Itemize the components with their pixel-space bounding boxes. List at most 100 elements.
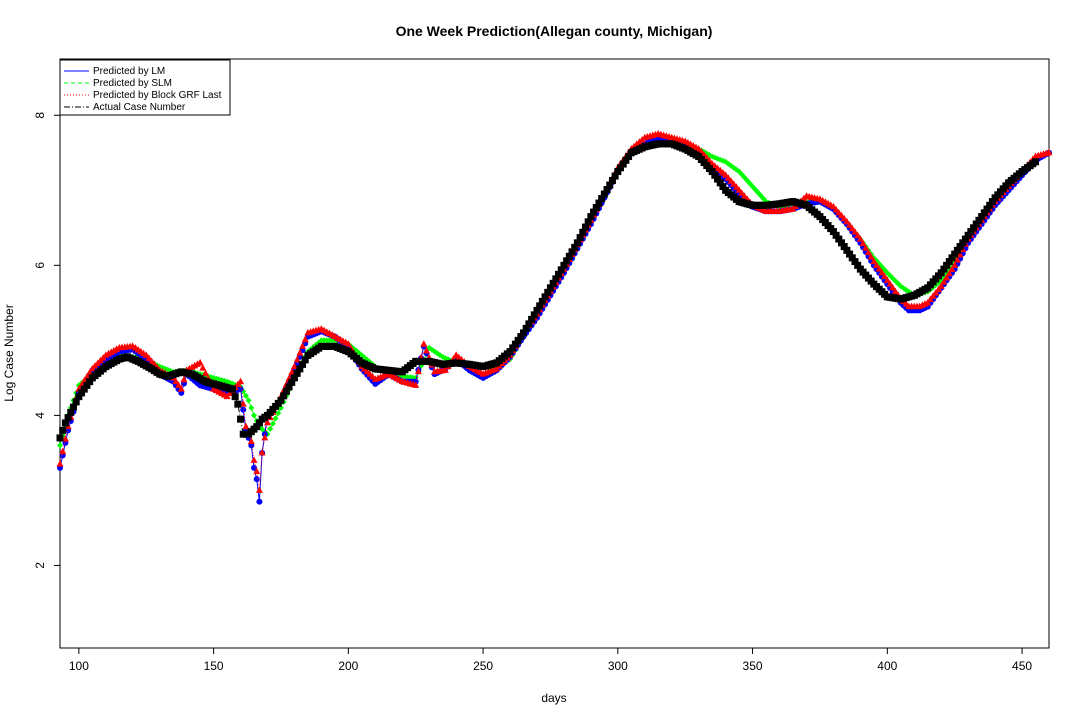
- data-point: [978, 213, 986, 221]
- data-point: [86, 368, 94, 376]
- data-point: [975, 216, 983, 224]
- data-point: [555, 270, 563, 278]
- data-point: [251, 464, 258, 471]
- data-point: [600, 190, 608, 198]
- data-point: [829, 228, 837, 236]
- data-point: [563, 257, 571, 265]
- data-point: [883, 276, 891, 283]
- x-axis-label: days: [541, 691, 566, 705]
- data-point: [1032, 158, 1040, 166]
- x-tick-label: 300: [608, 659, 628, 673]
- data-point: [956, 243, 964, 251]
- data-point: [986, 201, 994, 209]
- data-point: [514, 336, 522, 344]
- x-tick-label: 150: [204, 659, 224, 673]
- chart-title: One Week Prediction(Allegan county, Mich…: [396, 23, 713, 39]
- data-point: [509, 344, 517, 352]
- series-actual-case-number: [56, 140, 1040, 442]
- data-point: [956, 250, 964, 258]
- data-point: [988, 198, 996, 206]
- data-point: [711, 171, 719, 179]
- data-point: [344, 340, 352, 347]
- data-point: [293, 355, 301, 363]
- data-point: [565, 252, 573, 260]
- data-point: [943, 273, 951, 281]
- data-point: [517, 333, 525, 341]
- data-point: [864, 248, 872, 256]
- data-point: [584, 218, 592, 226]
- data-point: [929, 292, 937, 299]
- data-point: [961, 235, 969, 243]
- data-point: [972, 220, 980, 228]
- data-point: [571, 243, 579, 251]
- data-point: [560, 261, 568, 269]
- data-point: [506, 348, 514, 356]
- data-point: [196, 358, 204, 366]
- data-point: [959, 239, 967, 247]
- data-point: [245, 397, 252, 404]
- x-tick-label: 350: [743, 659, 763, 673]
- data-point: [75, 393, 83, 401]
- data-point: [237, 415, 245, 423]
- data-point: [953, 246, 961, 254]
- data-point: [856, 235, 864, 242]
- data-point: [851, 258, 859, 266]
- data-point: [886, 280, 894, 287]
- data-point: [528, 315, 536, 323]
- data-point: [248, 404, 255, 411]
- series-line-predicted-by-block-grf-last: [59, 133, 1050, 491]
- data-point: [277, 396, 285, 404]
- data-point: [889, 283, 897, 291]
- data-point: [301, 335, 309, 343]
- data-point: [854, 231, 862, 239]
- x-tick-label: 250: [473, 659, 493, 673]
- data-point: [587, 213, 595, 221]
- data-point: [264, 418, 272, 426]
- data-point: [255, 486, 263, 493]
- data-point: [247, 437, 255, 445]
- data-point: [530, 311, 538, 319]
- y-tick-label: 2: [33, 562, 47, 569]
- data-point: [253, 467, 261, 475]
- data-point: [948, 265, 956, 273]
- data-point: [59, 426, 67, 434]
- data-point: [951, 261, 959, 268]
- data-point: [719, 183, 727, 191]
- data-point: [848, 254, 856, 262]
- data-point: [549, 279, 557, 287]
- data-point: [592, 204, 600, 212]
- data-point: [251, 412, 258, 419]
- data-point: [180, 375, 188, 383]
- data-point: [832, 231, 840, 239]
- data-point: [619, 160, 627, 168]
- y-tick-label: 6: [33, 262, 47, 269]
- data-point: [256, 498, 263, 505]
- data-point: [280, 392, 288, 400]
- data-point: [945, 269, 953, 277]
- axis-ticks: 100 150 200 250 300 350 400 450 2 4 6 8: [33, 112, 1032, 673]
- data-point: [873, 261, 881, 268]
- data-point: [177, 385, 185, 392]
- data-point: [1045, 148, 1053, 156]
- data-point: [846, 221, 854, 228]
- data-point: [296, 349, 304, 356]
- data-point: [78, 389, 86, 397]
- data-point: [606, 181, 614, 189]
- data-point: [617, 164, 625, 172]
- data-point: [420, 340, 428, 347]
- data-point: [61, 419, 69, 427]
- data-point: [967, 228, 975, 236]
- data-point: [258, 448, 266, 456]
- data-point: [533, 306, 541, 314]
- series-predicted-by-block-grf-last: [56, 130, 1053, 493]
- data-point: [86, 378, 94, 386]
- data-point: [250, 456, 258, 463]
- data-point: [714, 175, 722, 183]
- data-point: [614, 168, 622, 176]
- data-point: [590, 208, 598, 216]
- data-point: [964, 231, 972, 239]
- data-point: [239, 400, 247, 407]
- data-point: [240, 406, 247, 413]
